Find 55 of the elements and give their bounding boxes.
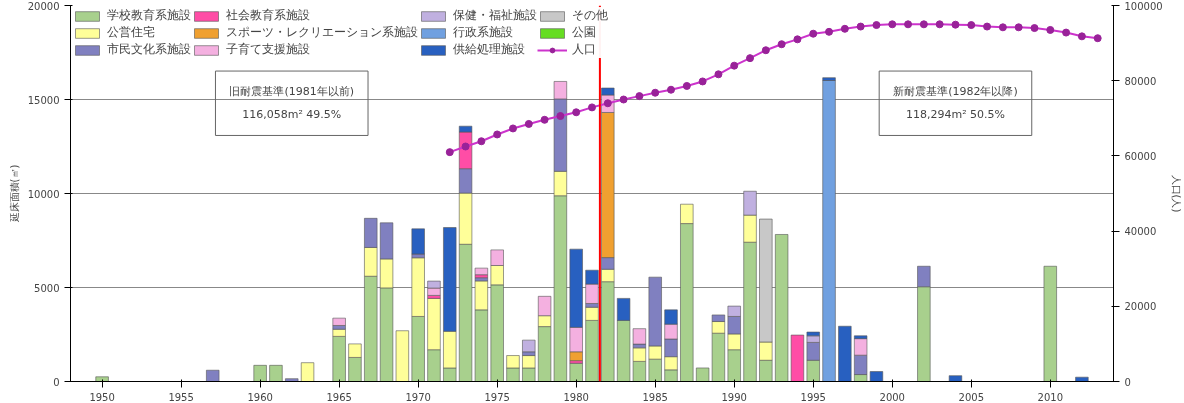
annotation: 旧耐震基準(1981年以前) 116,058m² 49.5% [229,85,355,122]
legend-label: 行政系施設 [453,24,513,41]
bar [1043,265,1057,382]
y2-tick-label: 60000 [1124,150,1157,162]
y2-tick-label: 20000 [1124,301,1157,313]
x-tick-label: 2010 [1037,391,1064,403]
y2-tick-label: 80000 [1124,75,1157,87]
bar [95,376,109,382]
y-tick-label: 20000 [27,0,60,12]
y-tick-label: 15000 [27,94,60,106]
bar [522,339,536,353]
y2-tick-label: 40000 [1124,226,1157,238]
legend-label: 供給処理施設 [453,41,525,58]
y2-axis-title: 人口(人) [1170,174,1182,213]
y-tick-label: 5000 [34,282,60,294]
bar [332,317,346,326]
legend-label: 人口 [572,41,596,58]
bar [838,325,852,382]
y2-tick-label: 0 [1124,376,1131,388]
bar [253,365,267,382]
legend-label: 子育て支援施設 [226,41,310,58]
legend-label: 社会教育系施設 [226,7,310,24]
annotation: 新耐震基準(1982年以降) 118,294m² 50.5% [893,85,1018,122]
x-tick-label: 1950 [89,391,115,403]
legend-label: 公営住宅 [107,24,155,41]
bar [269,365,283,382]
x-tick-label: 1980 [563,391,589,403]
y-tick-label: 10000 [27,188,60,200]
bar [285,378,299,382]
legend-label: その他 [572,7,608,24]
x-tick-label: 1995 [800,391,826,403]
x-tick-label: 2000 [879,391,905,403]
bar [300,362,315,382]
x-tick-label: 1970 [405,391,431,403]
bar [569,362,583,382]
y-axis-title: 延床面積(㎡) [8,164,20,224]
legend-label: 公園 [572,24,596,41]
x-tick-label: 1975 [484,391,510,403]
x-tick-label: 1960 [247,391,273,403]
bar [411,228,425,255]
y2-tick-label: 100000 [1124,0,1163,12]
x-tick-label: 1990 [721,391,747,403]
x-tick-label: 1965 [326,391,352,403]
bar [206,369,220,382]
bar [948,375,963,382]
x-tick-label: 1955 [168,391,194,403]
legend-label: 学校教育系施設 [107,7,191,24]
x-tick-label: 1985 [642,391,668,403]
y-tick-label: 0 [53,376,60,388]
bar [822,80,836,382]
legend-label: スポーツ・レクリエーション系施設 [226,24,418,41]
bar [1075,376,1089,382]
legend-label: 保健・福祉施設 [453,7,537,24]
legend-label: 市民文化系施設 [107,41,191,58]
x-tick-label: 2005 [958,391,984,403]
